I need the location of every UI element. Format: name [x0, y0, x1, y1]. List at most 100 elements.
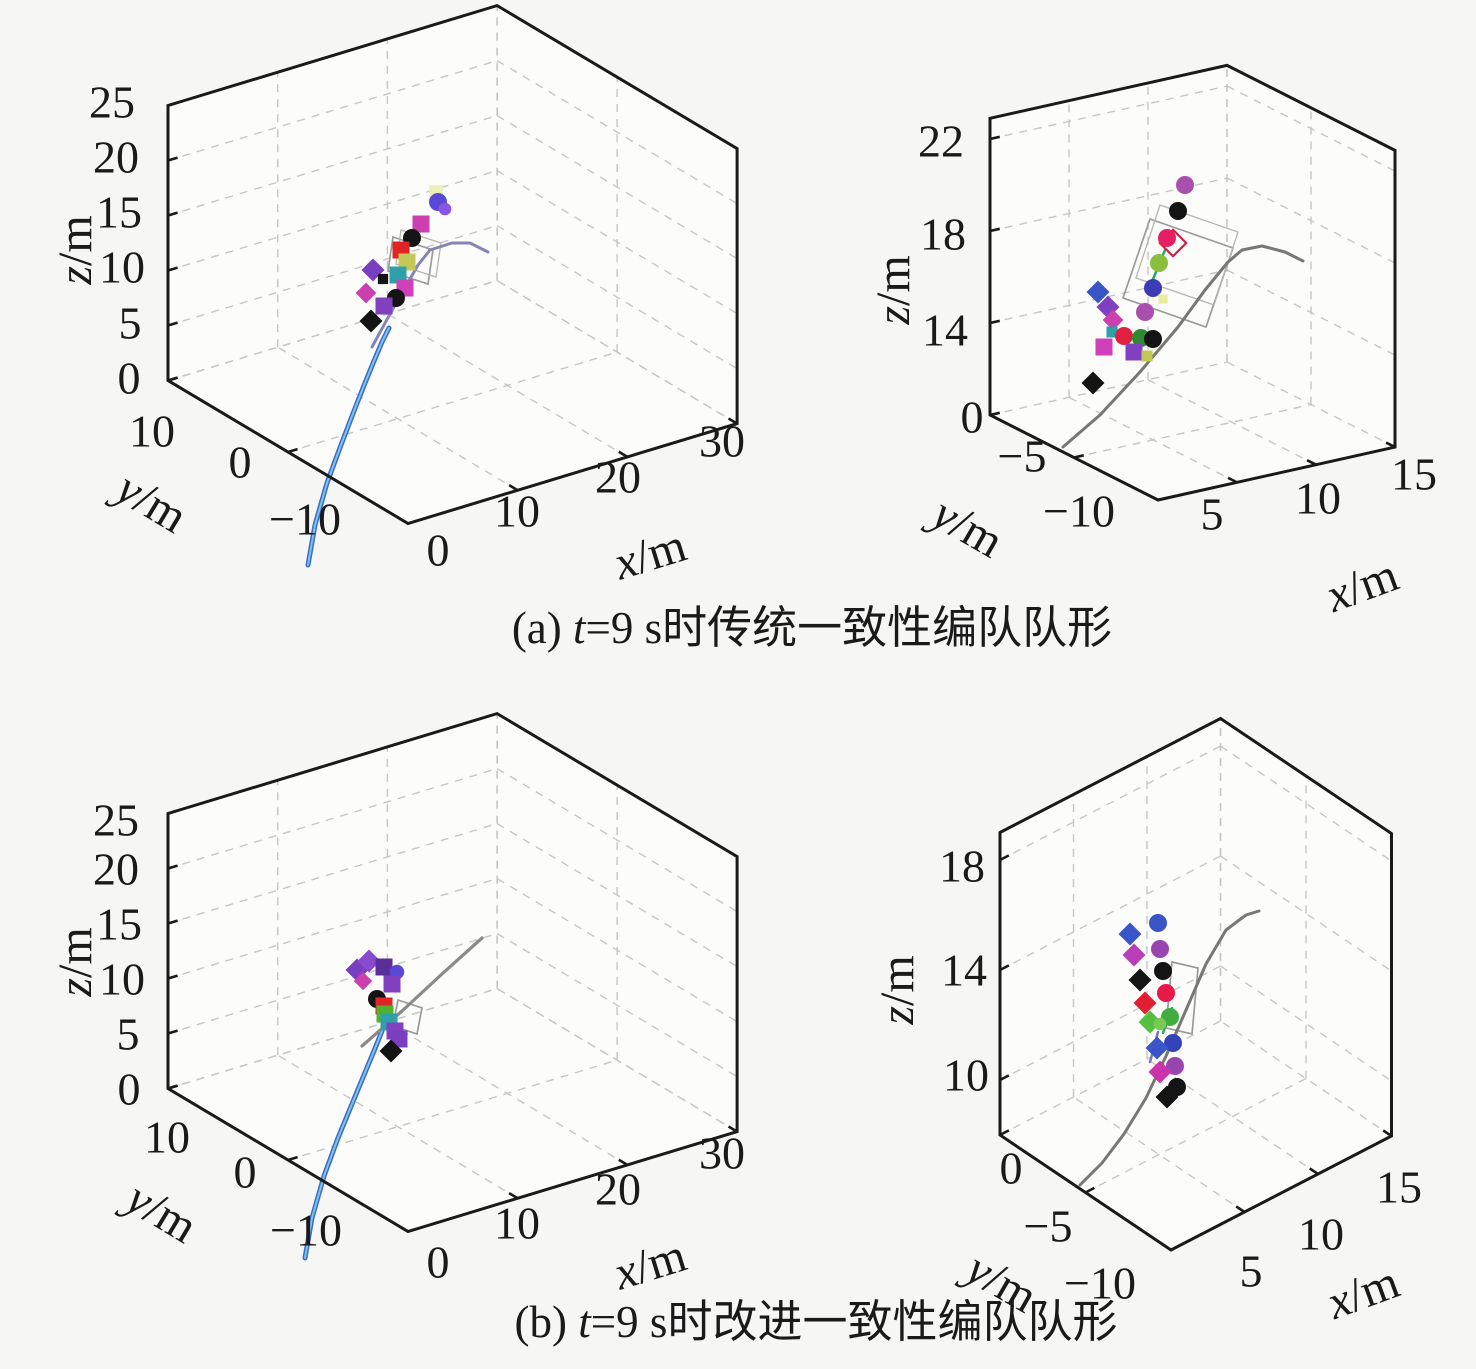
marker-square	[377, 273, 389, 285]
trajectory	[1078, 909, 1261, 1187]
tick-mark	[1227, 476, 1238, 484]
marker-diamond	[353, 971, 373, 991]
tick-marks	[167, 101, 738, 525]
trajectory	[1061, 244, 1305, 449]
tick-mark	[999, 854, 1010, 862]
axis-label-var: z	[49, 266, 102, 286]
marker-square	[1095, 338, 1113, 356]
marker-circle	[1157, 984, 1175, 1002]
tick-marks	[989, 135, 1396, 502]
tick-mark	[727, 1125, 738, 1133]
axis-label-var: z	[867, 306, 920, 326]
marker-circle	[1164, 1034, 1182, 1052]
tick-mark	[287, 1155, 298, 1162]
y-tick-label: −10	[1043, 486, 1115, 537]
marker-circle	[1115, 327, 1133, 345]
grid-line	[496, 279, 738, 425]
axis-label-x: x/m	[1318, 548, 1405, 623]
x-tick-label: 0	[427, 1237, 450, 1288]
formation-wireframe	[1165, 960, 1199, 1036]
scatter-markers	[355, 185, 452, 333]
marker-diamond	[1102, 309, 1124, 331]
x-tick-label: 15	[1391, 449, 1437, 500]
tick-mark	[407, 519, 418, 525]
x-tick-label: 20	[595, 452, 641, 503]
grid-line	[989, 361, 1228, 416]
marker-circle	[1154, 962, 1172, 980]
grid-line	[496, 987, 738, 1133]
grid-line	[167, 822, 498, 925]
grid-line	[1073, 1096, 1245, 1213]
marker-diamond	[1118, 922, 1142, 946]
tick-mark	[167, 864, 178, 870]
tick-mark	[1235, 1205, 1246, 1214]
grid-line	[287, 351, 618, 453]
y-tick-label: −10	[269, 494, 341, 545]
grid-line	[287, 1059, 618, 1161]
tick-mark	[167, 376, 178, 382]
axis-label-unit: /m	[49, 215, 102, 266]
z-tick-label: 18	[939, 841, 985, 892]
x-tick-label: 10	[1295, 473, 1341, 524]
axis-label-z: z/m	[49, 215, 102, 285]
x-tick-label: 10	[494, 486, 540, 537]
grid-line	[167, 279, 498, 382]
y-tick-label: −10	[1064, 1258, 1136, 1309]
caption-segment: (b)	[515, 1297, 579, 1347]
grid-line	[999, 855, 1221, 971]
tick-mark	[398, 517, 409, 525]
marker-square	[398, 253, 416, 271]
tick-mark	[167, 101, 178, 107]
z-tick-label: 0	[118, 353, 141, 404]
z-tick-label: 20	[93, 132, 139, 183]
y-tick-label: 0	[229, 437, 252, 488]
x-tick-label: 5	[1201, 489, 1224, 540]
marker-circle	[1149, 914, 1167, 932]
grid-line	[1220, 965, 1392, 1082]
grid-line	[1147, 379, 1317, 466]
x-tick-label: 15	[1376, 1162, 1422, 1213]
trajectory	[304, 1030, 383, 1259]
marker-diamond	[1155, 1085, 1179, 1109]
tick-mark	[167, 321, 178, 327]
axis-label-y: y/m	[113, 1168, 206, 1253]
y-tick-label: 10	[144, 1112, 190, 1163]
marker-diamond	[1133, 991, 1157, 1015]
y-tick-label: −5	[998, 431, 1047, 482]
y-tick-label: 10	[129, 406, 175, 457]
marker-diamond	[1081, 371, 1105, 395]
formation-wireframe	[1135, 204, 1239, 306]
axis-label-x: x/m	[1319, 1255, 1406, 1330]
grid-line	[496, 224, 738, 370]
axis-label-unit: /m	[867, 255, 920, 306]
tick-mark	[1308, 1167, 1319, 1176]
axis-label-unit: /m	[871, 955, 924, 1006]
grid-line	[496, 932, 738, 1078]
marker-diamond	[1145, 1036, 1169, 1060]
x-tick-label: 20	[595, 1164, 641, 1215]
tick-mark	[1157, 496, 1169, 502]
marker-diamond	[1148, 1060, 1172, 1084]
scatter-markers	[345, 949, 408, 1063]
y-tick-label: 0	[961, 392, 984, 443]
z-tick-label: 10	[99, 954, 145, 1005]
tick-mark	[1170, 1244, 1181, 1252]
marker-circle	[1169, 202, 1187, 220]
z-tick-label: 20	[93, 844, 139, 895]
y-tick-label: 0	[234, 1147, 257, 1198]
caption-segment: t	[578, 1297, 592, 1347]
tick-mark	[1084, 1186, 1095, 1194]
formation-wireframe	[1121, 217, 1235, 329]
grid-line	[1226, 85, 1396, 172]
z-tick-label: 18	[920, 209, 966, 260]
tick-mark	[989, 411, 1001, 417]
tick-mark	[618, 1158, 629, 1167]
y-tick-label: 0	[1000, 1143, 1023, 1194]
grid-line	[496, 169, 738, 315]
z-tick-label: 25	[93, 795, 139, 846]
grid-line	[496, 114, 738, 260]
grid-line	[999, 1020, 1221, 1136]
grid-line	[496, 822, 738, 968]
